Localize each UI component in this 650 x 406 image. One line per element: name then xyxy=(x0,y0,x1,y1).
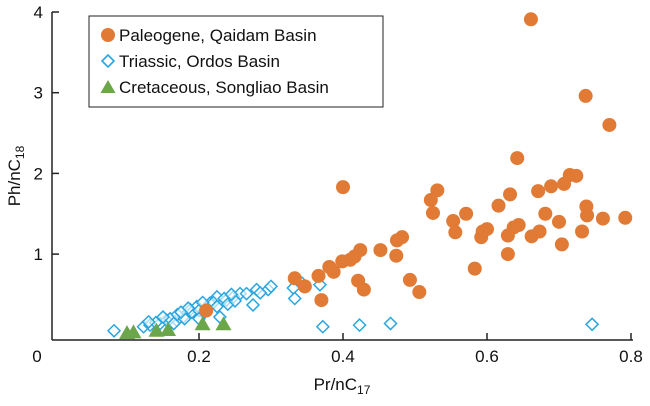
paleogene-point xyxy=(503,187,518,202)
cretaceous-point xyxy=(148,322,165,337)
paleogene-point xyxy=(618,210,633,225)
axis-ticks xyxy=(52,11,632,340)
legend-label: Cretaceous, Songliao Basin xyxy=(119,78,329,97)
cretaceous-point xyxy=(194,316,211,331)
paleogene-point xyxy=(474,230,489,245)
paleogene-point xyxy=(426,205,440,220)
origin-tick-label: 0 xyxy=(32,347,41,366)
paleogene-point xyxy=(322,260,337,275)
legend-circle-marker xyxy=(101,28,115,42)
triassic-point xyxy=(209,299,225,314)
legend-label: Paleogene, Qaidam Basin xyxy=(119,26,317,45)
paleogene-point xyxy=(575,224,590,239)
paleogene-point xyxy=(524,229,539,244)
paleogene-point xyxy=(595,211,610,226)
paleogene-point xyxy=(531,184,546,199)
paleogene-point xyxy=(199,303,214,318)
triassic-point xyxy=(287,291,302,306)
triassic-point xyxy=(263,279,279,294)
paleogene-point xyxy=(297,279,312,294)
x-tick-label: 0.2 xyxy=(187,347,211,366)
paleogene-point xyxy=(311,268,326,283)
cretaceous-point xyxy=(125,324,142,339)
paleogene-point xyxy=(510,151,525,166)
x-tick-label: 0.4 xyxy=(331,347,355,366)
y-tick-label: 1 xyxy=(34,245,43,264)
triassic-point xyxy=(224,287,239,302)
paleogene-point xyxy=(580,208,595,223)
paleogene-point xyxy=(314,293,329,308)
cretaceous-point xyxy=(160,321,177,336)
paleogene-point xyxy=(390,233,404,248)
legend: Paleogene, Qaidam Basin Triassic, Ordos … xyxy=(88,15,384,108)
paleogene-point xyxy=(491,198,506,213)
paleogene-point xyxy=(554,237,569,252)
paleogene-point xyxy=(448,225,463,240)
x-axis-title: Pr/nC17 xyxy=(314,375,371,397)
paleogene-point xyxy=(500,247,515,262)
paleogene-point xyxy=(287,271,302,286)
y-axis-title: Ph/nC18 xyxy=(5,145,27,206)
paleogene-point xyxy=(356,282,371,297)
legend-triangle-marker xyxy=(100,80,116,93)
triassic-point xyxy=(141,314,156,329)
paleogene-point xyxy=(412,285,427,300)
paleogene-point xyxy=(523,12,538,27)
paleogene-point xyxy=(552,214,566,229)
x-tick-label: 0.6 xyxy=(475,347,499,366)
paleogene-point xyxy=(544,179,559,194)
paleogene-point xyxy=(538,206,553,221)
triassic-point xyxy=(245,297,261,313)
y-tick-label: 3 xyxy=(34,84,43,103)
triassic-point xyxy=(585,317,600,332)
triassic-point xyxy=(352,318,367,333)
paleogene-point xyxy=(569,168,584,183)
paleogene-point xyxy=(336,180,350,195)
triassic-point xyxy=(106,323,122,338)
triassic-point xyxy=(315,319,330,334)
paleogene-point xyxy=(335,254,350,269)
y-tick-label: 2 xyxy=(34,164,43,183)
paleogene-point xyxy=(373,243,388,258)
triassic-point xyxy=(173,305,189,320)
paleogene-point xyxy=(467,261,482,276)
y-tick-label: 4 xyxy=(34,3,43,22)
triassic-point xyxy=(155,309,171,325)
x-tick-label: 0.8 xyxy=(619,347,643,366)
paleogene-point xyxy=(446,214,461,229)
paleogene-point xyxy=(602,117,617,132)
triassic-point xyxy=(239,286,254,301)
legend-diamond-marker xyxy=(100,53,116,69)
paleogene-point xyxy=(389,248,404,263)
triassic-point xyxy=(253,285,268,300)
paleogene-point xyxy=(500,228,515,243)
triassic-point xyxy=(166,316,181,331)
triassic-point xyxy=(383,316,398,331)
paleogene-point xyxy=(402,272,417,287)
paleogene-point xyxy=(423,193,438,208)
legend-box xyxy=(88,15,384,108)
data-points xyxy=(106,12,633,340)
cretaceous-point xyxy=(215,316,232,331)
legend-label: Triassic, Ordos Basin xyxy=(119,52,280,71)
paleogene-point xyxy=(459,206,474,221)
paleogene-point xyxy=(578,88,593,103)
